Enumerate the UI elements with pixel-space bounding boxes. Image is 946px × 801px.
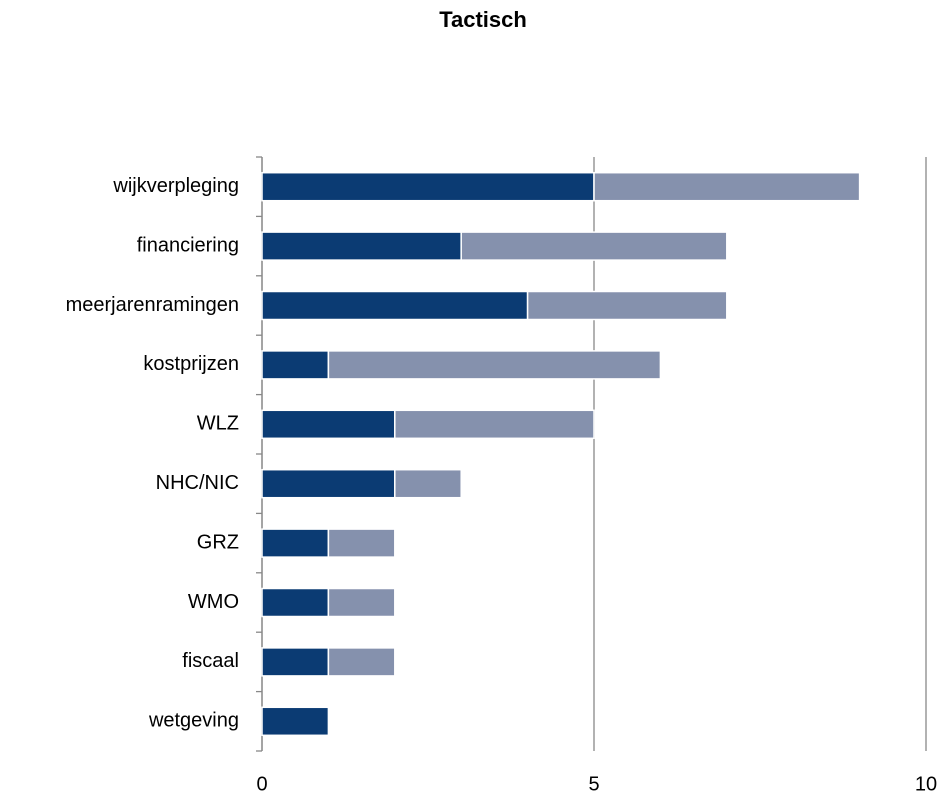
bar-segment: [327, 587, 396, 618]
bar-segment: [261, 587, 330, 618]
bar-segment: [327, 528, 396, 558]
bar-segment: [261, 171, 595, 202]
y-tick-label: WMO: [188, 591, 239, 613]
x-tick-label: 0: [256, 773, 267, 795]
bar-segment: [261, 528, 330, 558]
y-tick-label: NHC/NIC: [156, 472, 239, 494]
y-tick-label: WLZ: [197, 413, 239, 435]
x-tick-label: 5: [588, 773, 599, 795]
bar-segment: [593, 171, 861, 202]
bar-segment: [394, 409, 595, 440]
y-tick-label: meerjarenramingen: [66, 294, 239, 316]
bar-segment: [327, 350, 662, 380]
bar-segment: [261, 290, 529, 321]
bar-segment: [460, 231, 728, 261]
y-tick-label: GRZ: [197, 531, 239, 553]
bar-segment: [261, 350, 330, 380]
y-tick-label: financiering: [137, 234, 239, 256]
bar-segment: [526, 290, 728, 321]
bar-segment: [261, 706, 330, 737]
x-tick-label: 10: [915, 773, 937, 795]
y-tick-label: fiscaal: [182, 650, 239, 672]
bar-segment: [261, 647, 330, 677]
y-tick-label: wijkverpleging: [112, 175, 239, 197]
y-tick-label: kostprijzen: [143, 353, 239, 375]
bar-segment: [261, 409, 396, 440]
bar-segment: [261, 468, 396, 499]
chart-title: Tactisch: [439, 7, 527, 32]
bar-segment: [261, 231, 462, 261]
bar-segment: [327, 647, 396, 677]
bar-segment: [394, 468, 462, 499]
y-tick-label: wetgeving: [148, 710, 239, 732]
